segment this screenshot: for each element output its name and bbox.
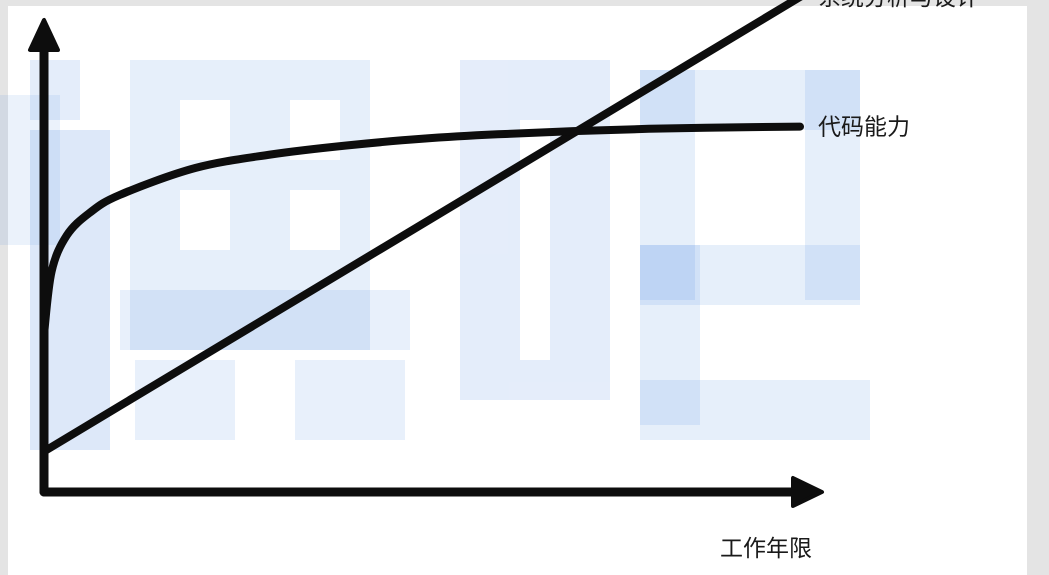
x-axis-arrow-icon <box>791 476 824 508</box>
series-line-2 <box>40 122 804 339</box>
watermark-block <box>640 245 860 305</box>
watermark-block <box>180 190 230 250</box>
series-line-1 <box>40 0 803 456</box>
axes <box>28 18 824 508</box>
watermark-block <box>640 70 860 130</box>
x-axis-label: 工作年限 <box>720 536 812 562</box>
watermark-block <box>180 100 230 160</box>
series-layer: 系统分析与设计代码能力 <box>40 0 979 456</box>
series-label-1: 系统分析与设计 <box>818 0 979 11</box>
watermark-block <box>290 190 340 250</box>
series-label-2: 代码能力 <box>818 115 910 141</box>
watermark-logo <box>0 60 870 450</box>
slide-panel <box>8 6 1027 575</box>
y-axis-arrow-icon <box>28 18 60 52</box>
watermark-block <box>805 70 860 300</box>
watermark-block <box>30 60 80 120</box>
watermark-block <box>640 380 870 440</box>
watermark-block <box>135 360 235 440</box>
watermark-block <box>0 95 60 245</box>
watermark-block <box>295 360 405 440</box>
watermark-block <box>640 245 700 425</box>
watermark-block <box>640 70 695 300</box>
